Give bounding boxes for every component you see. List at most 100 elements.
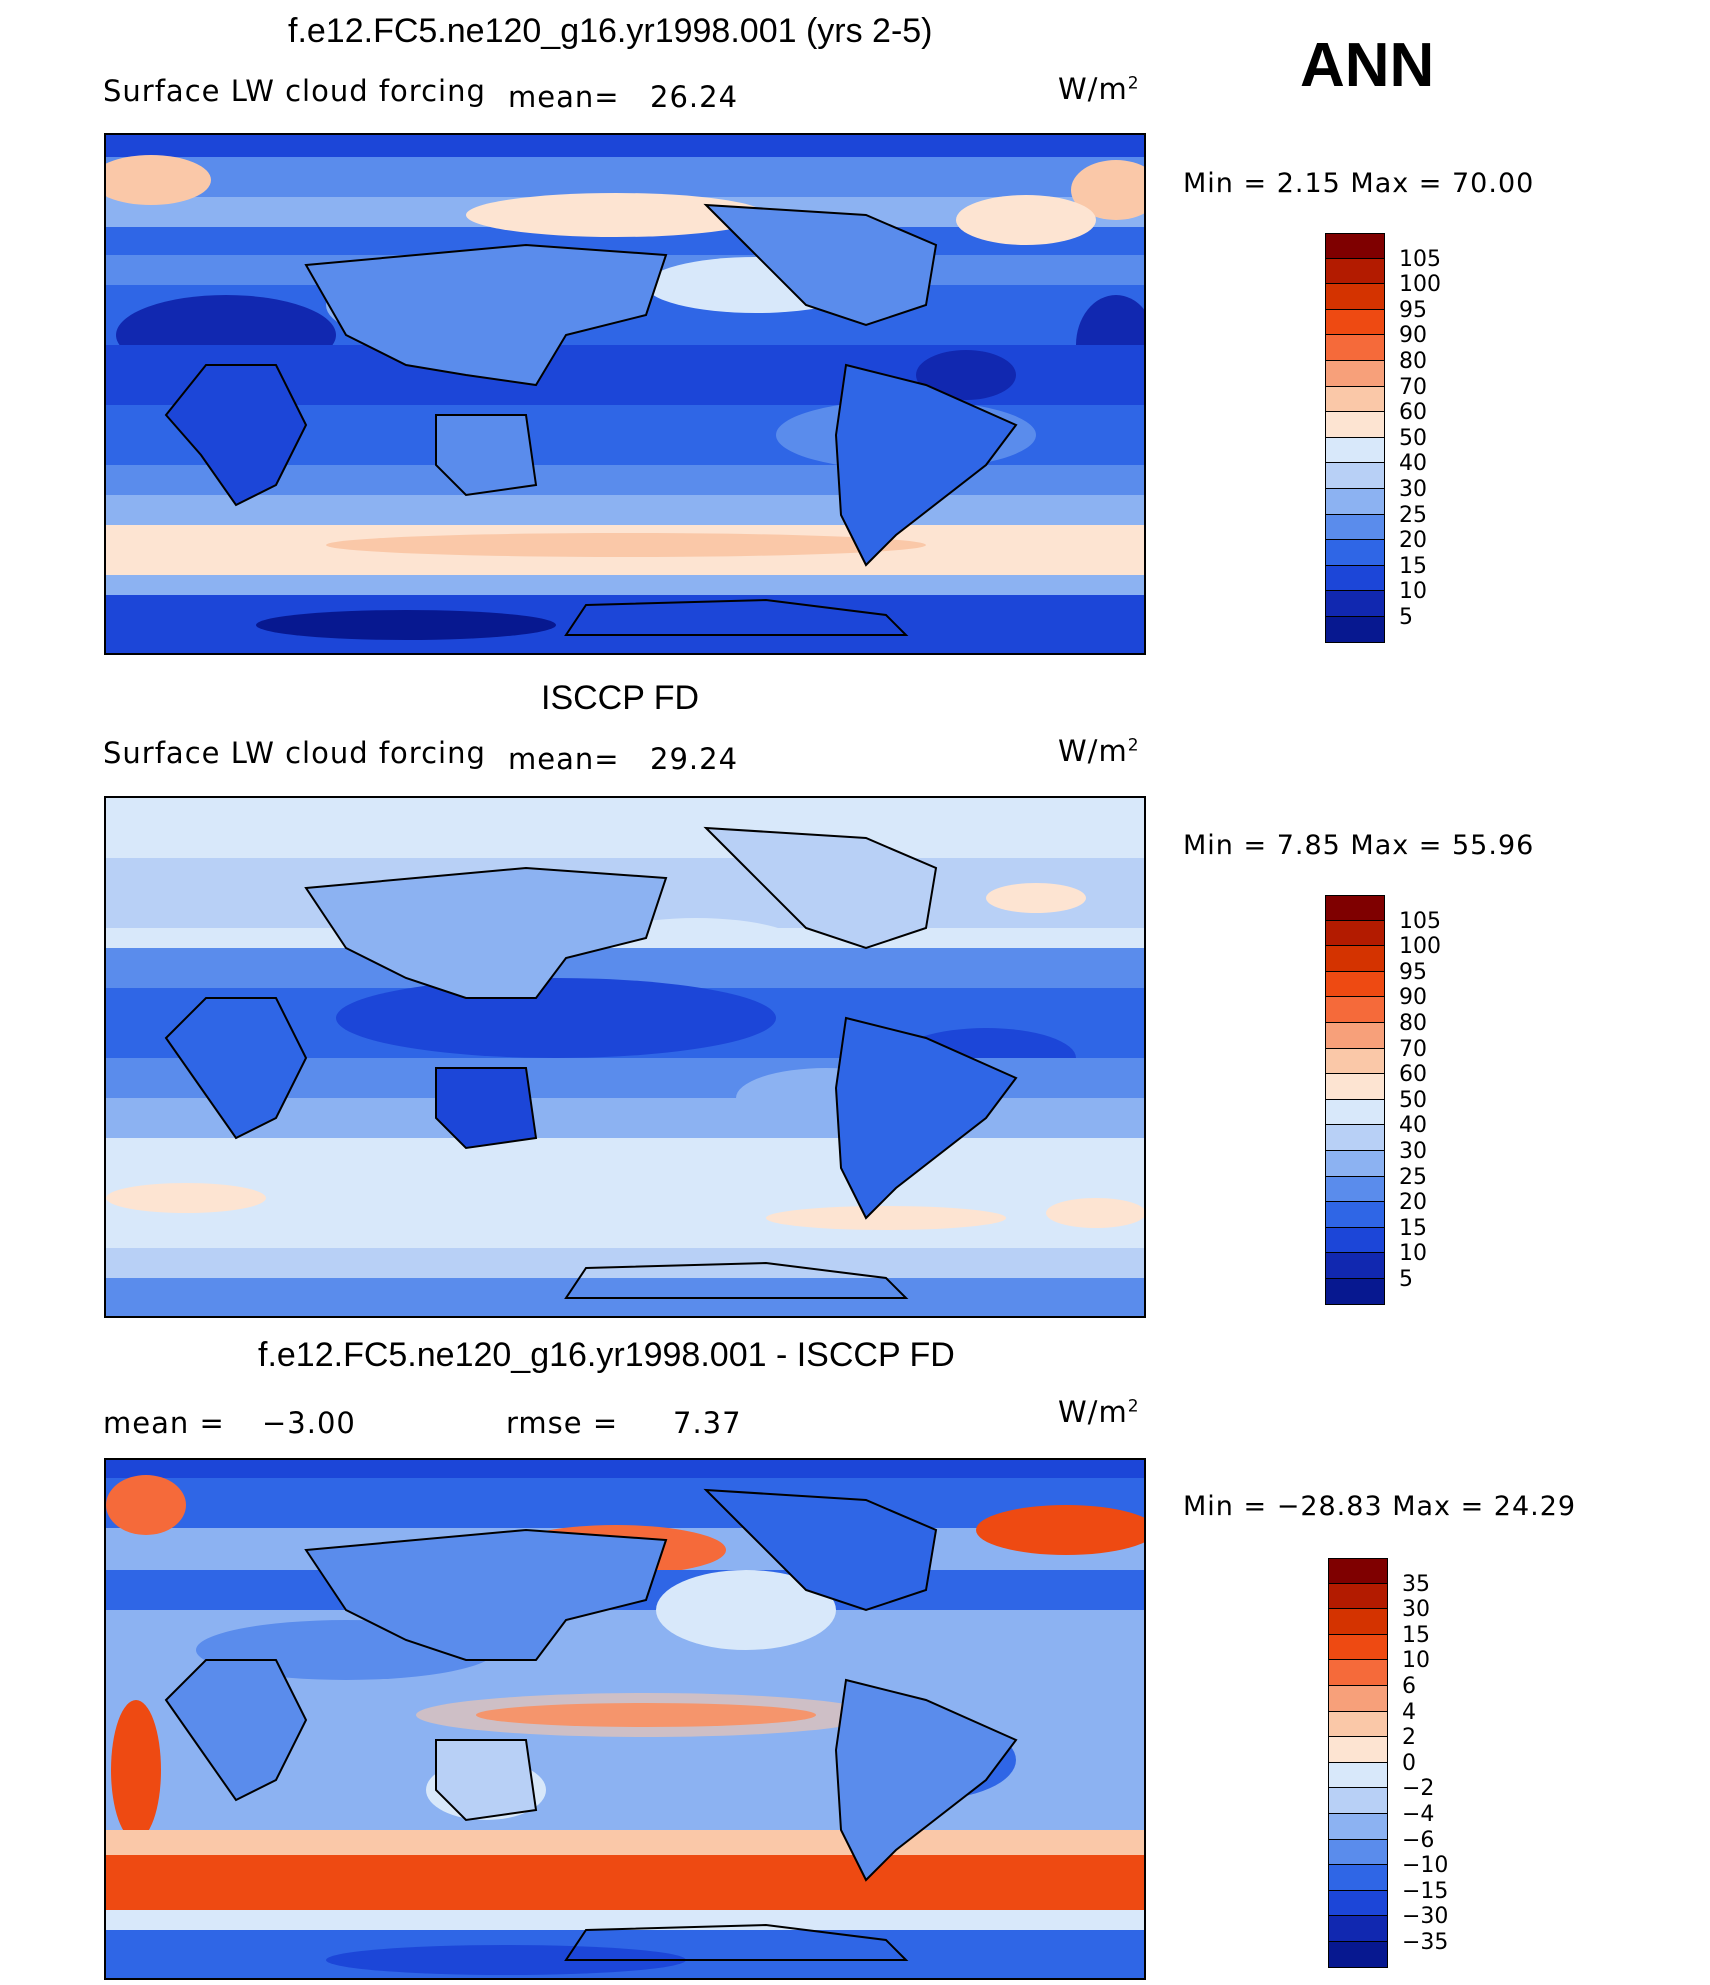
panel3-rmse-value: 7.37 [673,1406,742,1440]
colorbar-tick-label: 80 [1399,1011,1427,1036]
colorbar-tick-label: 4 [1402,1699,1416,1725]
panel3-mean-value: −3.00 [262,1406,356,1440]
panel2-units: W/m2 [1058,734,1140,768]
panel1-mean-value: 26.24 [650,80,739,114]
colorbar-tick-label: −2 [1402,1776,1435,1802]
panel3-mean-label: mean = [103,1406,225,1440]
panel1-colorbar: 105 100 95 90 80 70 60 50 40 30 25 20 15 10 5 [1325,233,1445,643]
colorbar-swatch [1328,1916,1388,1942]
panel3-title: f.e12.FC5.ne120_g16.yr1998.001 - ISCCP F… [258,1336,955,1374]
colorbar-swatch [1328,1634,1388,1661]
colorbar-tick-label: 15 [1399,553,1427,579]
colorbar-swatch [1325,463,1385,489]
colorbar-swatch [1325,1048,1385,1075]
colorbar-swatch [1328,1865,1388,1891]
colorbar-swatch [1325,1023,1385,1049]
colorbar-swatch [1325,335,1385,361]
colorbar-swatch [1325,971,1385,998]
season-label: ANN [1300,31,1435,100]
colorbar-tick-label: 10 [1402,1648,1430,1674]
panel1-variable: Surface LW cloud forcing [103,74,486,108]
colorbar-tick-label: −6 [1402,1827,1435,1853]
colorbar-swatch [1325,1125,1385,1151]
panel2-mean-value: 29.24 [650,742,739,776]
colorbar-tick-label: 50 [1399,425,1427,451]
colorbar-swatch [1325,386,1385,413]
colorbar-tick-label: 2 [1402,1725,1416,1751]
panel3-minmax: Min = −28.83 Max = 24.29 [1183,1491,1577,1522]
colorbar-swatch [1328,1839,1388,1866]
colorbar-swatch [1325,1202,1385,1228]
colorbar-swatch [1325,412,1385,438]
colorbar-tick-label: 60 [1399,1062,1427,1088]
colorbar-tick-label: 105 [1399,908,1441,934]
colorbar-swatch [1325,617,1385,643]
colorbar-tick-label: 95 [1399,959,1427,985]
colorbar-tick-label: 100 [1399,934,1441,960]
panel3-units: W/m2 [1058,1395,1140,1429]
colorbar-swatch [1325,1279,1385,1305]
colorbar-swatch [1325,591,1385,617]
colorbar-swatch [1325,997,1385,1023]
colorbar-swatch [1325,946,1385,972]
colorbar-swatch [1325,1176,1385,1203]
colorbar-swatch [1325,1151,1385,1177]
colorbar-tick-label: 90 [1399,985,1427,1011]
colorbar-swatch [1325,895,1385,921]
colorbar-tick-label: 100 [1399,272,1441,298]
colorbar-swatch [1325,920,1385,947]
panel2-mean-label: mean= [508,742,620,776]
colorbar-swatch [1328,1942,1388,1968]
colorbar-tick-label: 40 [1399,1113,1427,1139]
colorbar-swatch [1328,1660,1388,1686]
colorbar-tick-label: 30 [1399,477,1427,502]
colorbar-swatch [1328,1686,1388,1712]
panel1-mean-label: mean= [508,80,620,114]
colorbar-swatch [1328,1737,1388,1763]
colorbar-tick-label: 30 [1402,1597,1430,1623]
colorbar-tick-label: 0 [1402,1750,1416,1776]
colorbar-tick-label: −15 [1402,1878,1449,1904]
colorbar-swatch [1328,1609,1388,1635]
colorbar-swatch [1328,1788,1388,1814]
colorbar-swatch [1325,361,1385,387]
colorbar-swatch [1325,1074,1385,1100]
panel2-title: ISCCP FD [541,679,700,717]
colorbar-tick-label: 20 [1399,528,1427,554]
panel3-map [104,1458,1146,1980]
colorbar-tick-label: 25 [1399,502,1427,528]
colorbar-tick-label: 10 [1399,579,1427,605]
colorbar-tick-label: 25 [1399,1164,1427,1190]
colorbar-tick-label: 30 [1399,1139,1427,1164]
colorbar-swatch [1328,1558,1388,1584]
colorbar-tick-label: 105 [1399,246,1441,272]
colorbar-tick-label: 5 [1399,605,1413,630]
colorbar-tick-label: 35 [1402,1571,1430,1597]
colorbar-tick-label: −4 [1402,1802,1435,1827]
colorbar-swatch [1328,1890,1388,1917]
colorbar-tick-label: −10 [1402,1853,1449,1879]
colorbar-swatch [1325,437,1385,464]
panel2-colorbar: 105 100 95 90 80 70 60 50 40 30 25 20 15 10 5 [1325,895,1445,1305]
panel2-map [104,796,1146,1318]
colorbar-tick-label: 40 [1399,451,1427,477]
colorbar-swatch [1325,1253,1385,1279]
colorbar-swatch [1328,1762,1388,1789]
colorbar-tick-label: 6 [1402,1674,1416,1699]
colorbar-tick-label: 15 [1402,1622,1430,1648]
colorbar-tick-label: 70 [1399,1036,1427,1062]
colorbar-tick-label: 90 [1399,323,1427,349]
panel1-minmax: Min = 2.15 Max = 70.00 [1183,168,1535,199]
colorbar-swatch [1325,1227,1385,1254]
panel3-colorbar: 35 30 15 10 6 4 2 0 −2 −4 −6 −10 −15 −30 −35 [1328,1558,1448,1968]
colorbar-tick-label: 95 [1399,297,1427,323]
panel1-title: f.e12.FC5.ne120_g16.yr1998.001 (yrs 2-5) [288,12,933,50]
colorbar-swatch [1328,1814,1388,1840]
colorbar-tick-label: 15 [1399,1215,1427,1241]
colorbar-tick-label: 50 [1399,1087,1427,1113]
panel1-map [104,133,1146,655]
colorbar-tick-label: −30 [1402,1904,1449,1930]
colorbar-swatch [1328,1583,1388,1610]
panel2-minmax: Min = 7.85 Max = 55.96 [1183,830,1535,861]
colorbar-swatch [1325,565,1385,592]
